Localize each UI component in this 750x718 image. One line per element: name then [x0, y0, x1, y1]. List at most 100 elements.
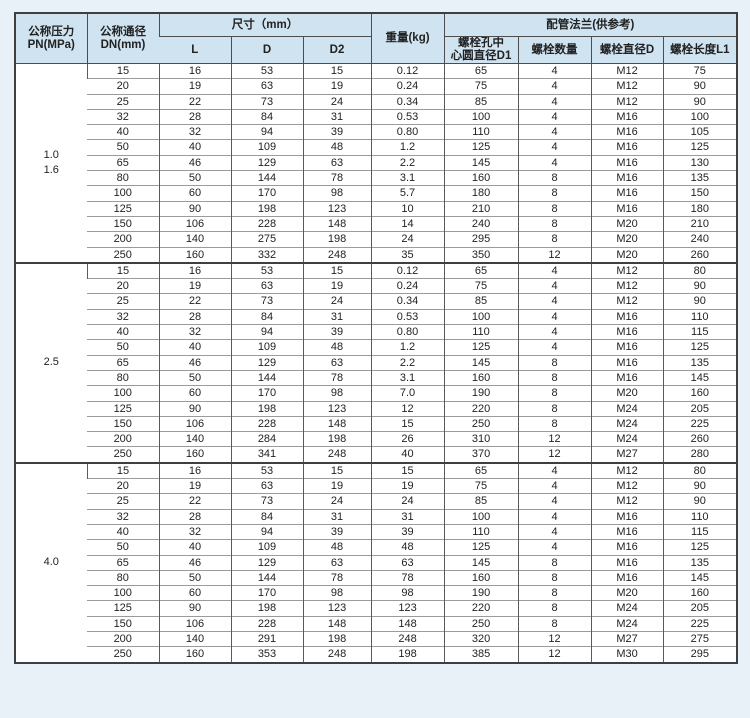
cell-bolt_count: 4 — [517, 93, 592, 110]
cell-bolt_len: 130 — [662, 154, 738, 171]
cell-D: 341 — [230, 446, 303, 463]
cell-bolt_len: 145 — [662, 569, 738, 586]
cell-weight: 2.2 — [370, 154, 445, 171]
cell-bolt_count: 4 — [517, 139, 592, 156]
cell-DN: 200 — [87, 431, 159, 447]
cell-bolt_count: 8 — [517, 231, 592, 248]
cell-bolt_dia: M24 — [590, 615, 664, 632]
valve-flange-spec-table: 公称压力 PN(MPa) 公称通径 DN(mm) 尺寸（mm） 重量(kg) 配… — [14, 12, 739, 664]
cell-DN: 32 — [87, 508, 159, 525]
cell-DN: 80 — [87, 369, 159, 386]
cell-DN: 32 — [87, 108, 159, 125]
cell-L: 22 — [158, 293, 231, 310]
table-row: 100 60 170 98 7.0 190 8 M20 160 — [15, 385, 738, 402]
table-row: 250 160 332 248 35 350 12 M20 260 — [15, 246, 738, 263]
cell-D: 129 — [230, 154, 303, 171]
cell-D1: 220 — [443, 600, 519, 617]
cell-L: 40 — [158, 139, 231, 156]
cell-bolt_count: 12 — [517, 246, 592, 263]
cell-DN: 150 — [87, 615, 159, 632]
table-row: 150 106 228 148 15 250 8 M24 225 — [15, 415, 738, 432]
cell-L: 28 — [158, 508, 231, 525]
cell-D2: 148 — [302, 215, 372, 232]
table-row: 100 60 170 98 5.7 180 8 M16 150 — [15, 185, 738, 202]
cell-D: 73 — [230, 293, 303, 310]
cell-D1: 160 — [443, 369, 519, 386]
cell-D2: 15 — [302, 261, 372, 279]
cell-bolt_dia: M12 — [590, 461, 664, 479]
cell-DN: 125 — [87, 400, 159, 417]
cell-bolt_count: 4 — [517, 108, 592, 125]
cell-weight: 3.1 — [370, 369, 445, 386]
cell-bolt_len: 180 — [662, 200, 738, 217]
cell-bolt_dia: M12 — [590, 62, 664, 79]
table-row: 125 90 198 123 12 220 8 M24 205 — [15, 400, 738, 417]
cell-L: 16 — [158, 461, 231, 479]
cell-L: 40 — [158, 339, 231, 356]
cell-D2: 39 — [302, 523, 372, 540]
table-row: 20 19 63 19 19 75 4 M12 90 — [15, 478, 738, 494]
cell-weight: 248 — [370, 630, 445, 647]
cell-D: 170 — [230, 585, 303, 601]
cell-D2: 123 — [302, 400, 372, 417]
cell-D1: 110 — [443, 324, 519, 340]
table-row: 65 46 129 63 63 145 8 M16 135 — [15, 554, 738, 571]
cell-weight: 0.24 — [370, 78, 445, 95]
cell-D1: 75 — [443, 78, 519, 95]
cell-bolt_count: 8 — [517, 215, 592, 232]
table-row: 25 22 73 24 0.34 85 4 M12 90 — [15, 293, 738, 310]
cell-DN: 250 — [87, 246, 159, 263]
cell-D1: 190 — [443, 585, 519, 601]
cell-weight: 19 — [370, 478, 445, 494]
cell-DN: 40 — [87, 523, 159, 540]
table-row: 4.0 15 16 53 15 15 65 4 M12 80 — [15, 461, 738, 663]
cell-DN: 250 — [87, 446, 159, 463]
cell-D1: 160 — [443, 569, 519, 586]
cell-DN: 150 — [87, 415, 159, 432]
cell-bolt_dia: M24 — [590, 400, 664, 417]
cell-bolt_dia: M24 — [590, 431, 664, 447]
cell-D1: 385 — [443, 646, 519, 663]
cell-bolt_len: 90 — [662, 478, 738, 494]
cell-DN: 100 — [87, 385, 159, 402]
cell-bolt_len: 75 — [662, 62, 738, 79]
cell-D1: 85 — [443, 293, 519, 310]
cell-D1: 65 — [443, 62, 519, 79]
cell-D1: 125 — [443, 339, 519, 356]
cell-bolt_dia: M16 — [590, 354, 664, 371]
cell-bolt_dia: M24 — [590, 600, 664, 617]
cell-D2: 98 — [302, 185, 372, 202]
cell-D1: 100 — [443, 308, 519, 325]
cell-D: 84 — [230, 308, 303, 325]
cell-bolt_count: 4 — [517, 539, 592, 555]
cell-L: 106 — [158, 415, 231, 432]
cell-D: 228 — [230, 415, 303, 432]
cell-DN: 200 — [87, 630, 159, 647]
cell-D: 63 — [230, 78, 303, 95]
cell-bolt_len: 260 — [662, 431, 738, 447]
cell-bolt_count: 4 — [517, 478, 592, 494]
cell-DN: 65 — [87, 354, 159, 371]
table-row: 150 106 228 148 14 240 8 M20 210 — [15, 215, 738, 232]
cell-bolt_count: 4 — [517, 124, 592, 140]
cell-DN: 100 — [87, 185, 159, 202]
cell-D1: 190 — [443, 385, 519, 402]
header-weight: 重量(kg) — [370, 13, 445, 64]
cell-bolt_dia: M16 — [590, 200, 664, 217]
cell-bolt_count: 12 — [517, 630, 592, 647]
cell-D: 53 — [230, 62, 303, 79]
table-row: 40 32 94 39 39 110 4 M16 115 — [15, 523, 738, 540]
cell-DN: 50 — [87, 539, 159, 555]
cell-L: 50 — [158, 170, 231, 186]
cell-bolt_dia: M20 — [590, 585, 664, 601]
cell-bolt_len: 205 — [662, 600, 738, 617]
cell-bolt_dia: M16 — [590, 339, 664, 356]
cell-D1: 100 — [443, 108, 519, 125]
cell-DN: 125 — [87, 200, 159, 217]
cell-weight: 15 — [370, 461, 445, 479]
cell-D2: 98 — [302, 385, 372, 402]
table-row: 40 32 94 39 0.80 110 4 M16 105 — [15, 124, 738, 140]
cell-weight: 12 — [370, 400, 445, 417]
cell-bolt_count: 8 — [517, 354, 592, 371]
cell-D: 109 — [230, 139, 303, 156]
